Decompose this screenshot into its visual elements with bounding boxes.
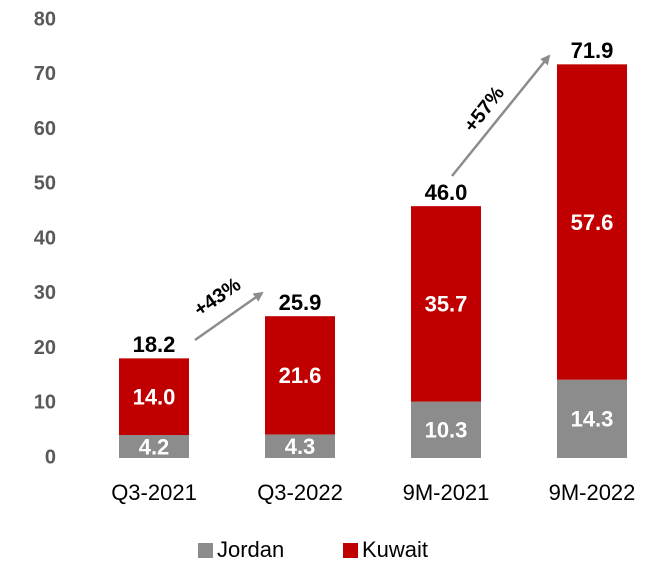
annotation: +57% xyxy=(460,82,509,136)
data-label: 10.3 xyxy=(425,418,468,443)
total-label: 25.9 xyxy=(279,290,322,315)
annotation: +43% xyxy=(190,273,245,321)
data-label: 57.6 xyxy=(571,210,614,235)
x-tick-label: Q3-2021 xyxy=(111,480,197,505)
bar-segment xyxy=(411,401,481,458)
total-label: 18.2 xyxy=(133,332,176,357)
y-tick-label: 30 xyxy=(34,282,56,304)
growth-arrow xyxy=(451,54,551,177)
y-tick-label: 20 xyxy=(34,337,56,359)
y-tick-label: 80 xyxy=(34,8,56,30)
bar-segment xyxy=(265,316,335,435)
bar-segment xyxy=(557,379,627,458)
y-tick-label: 60 xyxy=(34,118,56,140)
x-tick-label: 9M-2021 xyxy=(403,480,490,505)
y-tick-label: 50 xyxy=(34,173,56,195)
y-tick-label: 40 xyxy=(34,227,56,249)
growth-arrow xyxy=(194,291,264,342)
bar-segment xyxy=(265,434,335,458)
x-tick-label: 9M-2022 xyxy=(549,480,636,505)
total-label: 71.9 xyxy=(571,38,614,63)
data-label: 4.3 xyxy=(285,434,316,459)
total-label: 46.0 xyxy=(425,180,468,205)
legend-label: Kuwait xyxy=(362,537,428,562)
data-label: 14.3 xyxy=(571,407,614,432)
bar-segment xyxy=(119,435,189,458)
y-tick-label: 10 xyxy=(34,392,56,414)
bar-segment xyxy=(119,358,189,436)
data-label: 35.7 xyxy=(425,292,468,317)
y-tick-label: 70 xyxy=(34,63,56,85)
data-label: 14.0 xyxy=(133,384,176,409)
y-tick-label: 0 xyxy=(45,446,56,468)
legend-swatch xyxy=(343,543,358,558)
legend-swatch xyxy=(198,543,213,558)
data-label: 4.2 xyxy=(139,434,170,459)
bar-segment xyxy=(557,64,627,380)
legend-label: Jordan xyxy=(217,537,284,562)
data-label: 21.6 xyxy=(279,363,322,388)
x-tick-label: Q3-2022 xyxy=(257,480,343,505)
bar-segment xyxy=(411,206,481,402)
